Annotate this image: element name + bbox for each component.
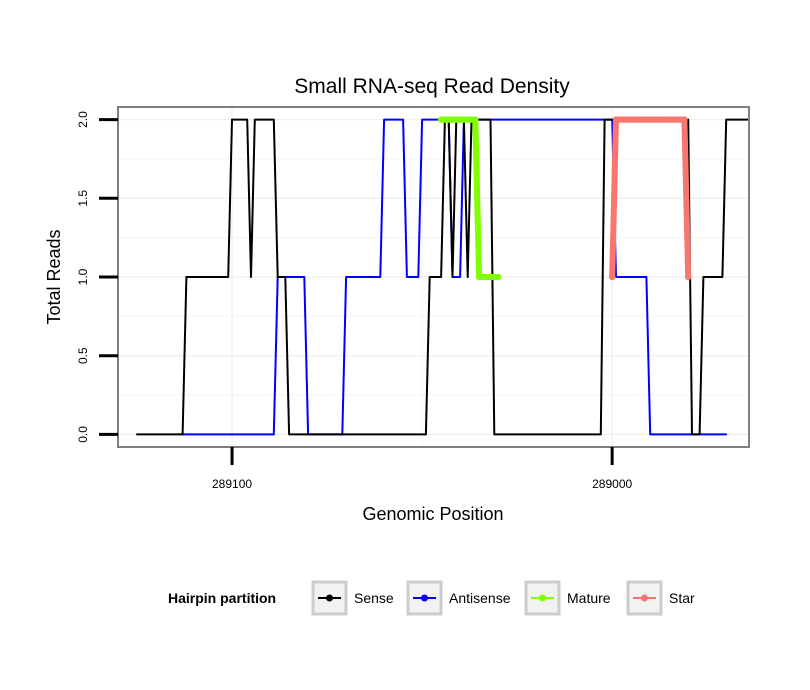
x-axis: 289100 289000 — [212, 447, 633, 491]
data-point-mature — [472, 116, 479, 123]
legend-label-antisense: Antisense — [449, 590, 511, 606]
y-tick-label: 0.0 — [76, 426, 90, 443]
x-tick-label: 289100 — [212, 477, 252, 491]
legend-key-point-star — [641, 594, 648, 602]
y-axis-title: Total Reads — [44, 229, 64, 324]
data-point-star — [608, 273, 616, 281]
legend-key-point-antisense — [421, 594, 428, 602]
chart-title: Small RNA-seq Read Density — [294, 75, 570, 98]
y-tick-label: 0.5 — [76, 347, 90, 364]
data-point-mature — [494, 273, 502, 281]
y-tick-label: 2.0 — [76, 111, 90, 128]
x-tick-label: 289000 — [592, 477, 632, 491]
legend-label-sense: Sense — [354, 590, 394, 606]
legend: Hairpin partition Sense Antisense Mature St… — [168, 580, 695, 616]
legend-key-point-sense — [326, 594, 333, 602]
series-line-antisense — [181, 118, 728, 436]
legend-title: Hairpin partition — [168, 590, 276, 606]
y-tick-label: 1.5 — [76, 190, 90, 207]
x-axis-title: Genomic Position — [362, 504, 503, 524]
legend-label-star: Star — [669, 590, 695, 606]
data-point-star — [684, 273, 692, 281]
points-layer — [437, 116, 692, 281]
y-axis: 0.0 0.5 1.0 1.5 2.0 — [76, 111, 118, 443]
y-tick-label: 1.0 — [76, 268, 90, 285]
data-point-star — [681, 116, 688, 123]
legend-label-mature: Mature — [567, 590, 611, 606]
legend-key-point-mature — [539, 594, 546, 602]
